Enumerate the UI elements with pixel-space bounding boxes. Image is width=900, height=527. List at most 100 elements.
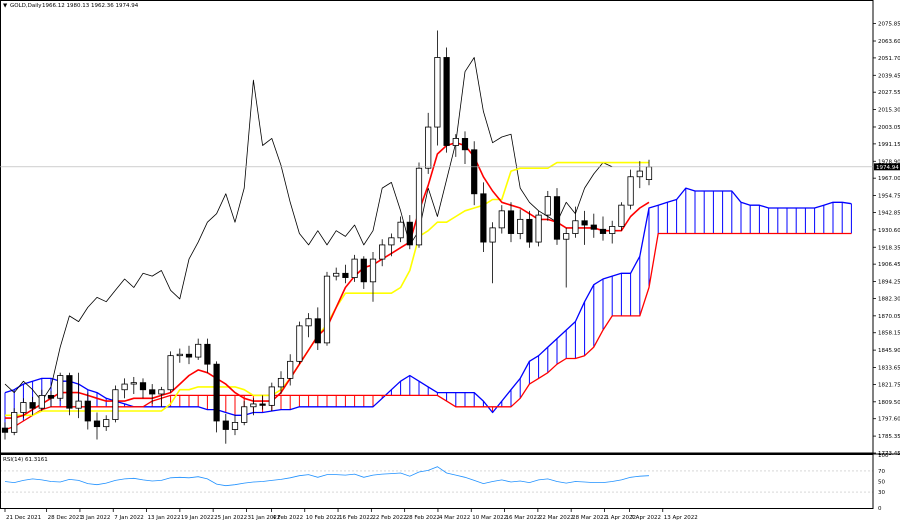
candle[interactable]: [38, 389, 45, 412]
candle[interactable]: [84, 392, 91, 430]
candle-body-down: [259, 403, 266, 406]
candle[interactable]: [342, 264, 349, 284]
candle[interactable]: [397, 216, 404, 243]
chikou-span-line: [4, 57, 613, 402]
candle-body-down: [84, 400, 91, 422]
candle[interactable]: [130, 376, 137, 395]
price-tick-label: 1918.35: [878, 245, 900, 251]
candle[interactable]: [250, 398, 257, 416]
candle-body-down: [93, 420, 101, 428]
candle-body-up: [323, 275, 331, 344]
price-tick-label: 1833.65: [878, 366, 900, 372]
candle[interactable]: [434, 30, 441, 146]
candle-body-up: [609, 226, 616, 234]
candle[interactable]: [544, 190, 551, 221]
candle[interactable]: [581, 210, 588, 245]
candle[interactable]: [323, 271, 331, 346]
candle[interactable]: [259, 395, 266, 410]
candle[interactable]: [590, 213, 597, 238]
candle[interactable]: [121, 378, 128, 399]
candle[interactable]: [314, 307, 321, 350]
candle[interactable]: [167, 351, 174, 393]
candle[interactable]: [333, 267, 340, 281]
price-tick-label: 2039.45: [878, 73, 900, 79]
candle[interactable]: [29, 396, 36, 416]
candle-body-up: [351, 258, 358, 278]
rsi-header: RSI(14) 61.3161: [3, 457, 48, 463]
candle[interactable]: [507, 202, 515, 243]
header-ohlc: 1966.12 1980.13 1962.36 1974.94: [42, 3, 139, 9]
price-tick-label: 2051.70: [878, 56, 900, 62]
candle[interactable]: [609, 220, 616, 244]
candle[interactable]: [526, 210, 533, 248]
candle[interactable]: [222, 413, 229, 444]
candle[interactable]: [360, 256, 367, 289]
price-tick-label: 1991.15: [878, 142, 900, 148]
candle[interactable]: [47, 391, 55, 407]
candle[interactable]: [425, 112, 432, 174]
candle[interactable]: [618, 202, 625, 231]
candle[interactable]: [535, 210, 542, 247]
candle[interactable]: [599, 216, 607, 241]
candle[interactable]: [185, 345, 193, 365]
candle[interactable]: [93, 412, 101, 440]
senkou-span-b-line: [4, 232, 852, 431]
date-tick-label: 7 Apr 2022: [630, 515, 661, 521]
candle[interactable]: [112, 385, 119, 423]
candle[interactable]: [195, 338, 202, 360]
candle[interactable]: [103, 415, 110, 431]
candle[interactable]: [452, 134, 459, 157]
candle[interactable]: [277, 371, 285, 395]
candle[interactable]: [75, 372, 82, 419]
candle[interactable]: [1, 422, 9, 440]
candle[interactable]: [498, 205, 505, 234]
candle[interactable]: [231, 415, 239, 436]
candle[interactable]: [388, 233, 395, 257]
candle[interactable]: [176, 348, 183, 363]
candle[interactable]: [351, 254, 358, 282]
date-tick-label: 21 Dec 2021: [6, 515, 41, 521]
candle[interactable]: [406, 215, 413, 250]
candle[interactable]: [461, 131, 469, 164]
candle[interactable]: [305, 313, 312, 338]
candles[interactable]: [1, 30, 653, 444]
last-price-label: 1974.94: [876, 165, 899, 171]
candle[interactable]: [57, 372, 64, 402]
candle[interactable]: [443, 47, 450, 153]
candle[interactable]: [158, 386, 165, 407]
candle[interactable]: [287, 354, 294, 386]
candle[interactable]: [572, 206, 579, 238]
date-tick-label: 31 Jan 2022: [247, 515, 280, 521]
candle[interactable]: [489, 222, 496, 284]
candle[interactable]: [369, 252, 377, 302]
candle[interactable]: [149, 384, 156, 404]
candle[interactable]: [553, 188, 561, 245]
candle-body-up: [167, 355, 174, 391]
candle[interactable]: [517, 209, 524, 240]
candle-body-down: [480, 193, 487, 243]
candle[interactable]: [139, 378, 147, 399]
candle-body-down: [47, 395, 55, 399]
date-tick-label: 22 Feb 2022: [372, 515, 406, 521]
candle[interactable]: [563, 227, 570, 288]
candle[interactable]: [636, 161, 643, 189]
candle[interactable]: [20, 398, 27, 419]
candle[interactable]: [268, 382, 275, 412]
candle-body-up: [57, 375, 64, 399]
candle-body-up: [517, 218, 524, 234]
candle[interactable]: [471, 141, 478, 206]
candle[interactable]: [66, 372, 73, 416]
candle[interactable]: [415, 162, 423, 248]
candle[interactable]: [627, 169, 634, 210]
candle[interactable]: [480, 182, 487, 253]
candle[interactable]: [296, 321, 303, 365]
candle-body-down: [507, 210, 515, 234]
candle[interactable]: [241, 401, 248, 426]
candle-body-down: [185, 353, 193, 358]
candle[interactable]: [11, 408, 18, 436]
candle[interactable]: [379, 239, 386, 267]
candle[interactable]: [213, 361, 220, 433]
candle-body-up: [333, 272, 340, 277]
candle[interactable]: [204, 338, 211, 373]
rsi-line: [4, 466, 650, 487]
